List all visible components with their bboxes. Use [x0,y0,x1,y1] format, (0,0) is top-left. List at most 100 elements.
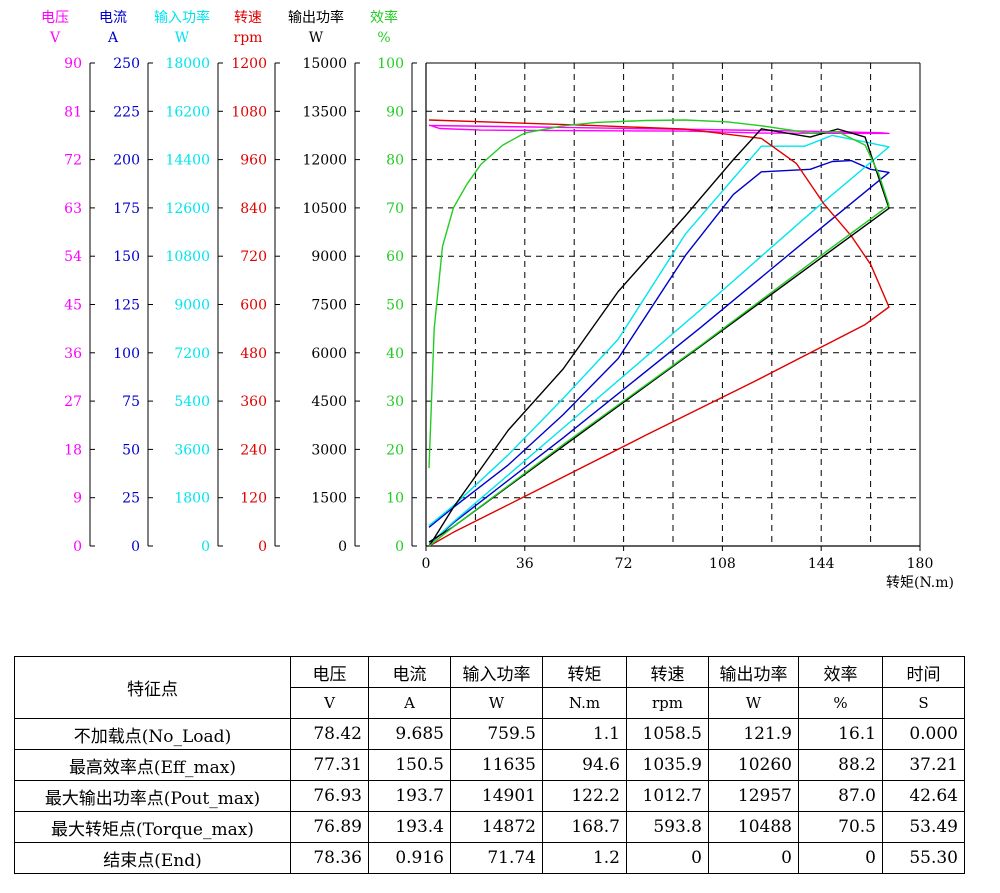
y-tick-label-current: 150 [113,249,140,265]
y-tick-label-input_power: 10800 [165,249,210,265]
table-cell: 87.0 [798,780,883,812]
y-tick-label-output_power: 6000 [311,346,347,362]
table-cell: 1058.5 [626,718,709,750]
table-cell: 0.916 [368,842,451,874]
y-tick-label-voltage: 63 [64,201,82,217]
table-cell: 55.30 [882,842,965,874]
table-cell: 10488 [708,811,799,843]
y-tick-label-output_power: 0 [338,539,347,555]
series-line-voltage [428,124,890,135]
x-tick-label: 144 [808,556,835,572]
y-tick-label-voltage: 90 [64,56,82,72]
y-tick-label-current: 75 [122,394,140,410]
axis-unit-voltage: V [49,30,61,46]
table-row: 最高效率点(Eff_max) 77.31 150.5 11635 94.6 1035.9 1… [14,749,965,781]
table-cell: 1.1 [542,718,627,750]
table-cell: 76.89 [290,811,369,843]
y-tick-label-voltage: 72 [64,153,82,169]
y-tick-label-output_power: 3000 [311,442,347,458]
y-tick-label-current: 225 [113,104,140,120]
table-cell: 94.6 [542,749,627,781]
table-cell: 193.7 [368,780,451,812]
y-tick-label-efficiency: 70 [386,201,404,217]
y-tick-label-output_power: 4500 [311,394,347,410]
table-cell: 42.64 [882,780,965,812]
table-cell: 16.1 [798,718,883,750]
y-tick-label-input_power: 7200 [174,346,210,362]
y-tick-label-efficiency: 100 [377,56,404,72]
table-cell: 122.2 [542,780,627,812]
column-unit: V [290,687,369,719]
y-tick-label-speed: 840 [240,201,267,217]
y-tick-label-output_power: 15000 [302,56,347,72]
axis-title-input_power: 输入功率 [154,9,210,26]
y-tick-label-output_power: 7500 [311,298,347,314]
table-cell: 0 [626,842,709,874]
table-cell: 76.93 [290,780,369,812]
y-tick-label-efficiency: 80 [386,153,404,169]
y-tick-label-speed: 360 [240,394,267,410]
x-tick-label: 0 [422,556,431,572]
table-cell: 593.8 [626,811,709,843]
table-cell: 1012.7 [626,780,709,812]
table-cell: 168.7 [542,811,627,843]
y-tick-label-output_power: 10500 [302,201,347,217]
table-cell: 14872 [450,811,543,843]
y-tick-label-input_power: 12600 [165,201,210,217]
table-cell: 759.5 [450,718,543,750]
axis-unit-efficiency: % [377,30,390,46]
y-tick-label-speed: 960 [240,153,267,169]
axis-unit-input_power: W [175,30,190,46]
table-cell: 12957 [708,780,799,812]
table-cell: 78.36 [290,842,369,874]
table-cell: 53.49 [882,811,965,843]
table-cell: 121.9 [708,718,799,750]
series-line-output_power [428,128,890,547]
column-unit: rpm [626,687,709,719]
table-row: 不加载点(No_Load) 78.42 9.685 759.5 1.1 1058.5 121… [14,718,965,750]
series-line-efficiency [428,119,890,547]
y-tick-label-input_power: 14400 [165,153,210,169]
y-tick-label-speed: 1200 [231,56,267,72]
axis-title-current: 电流 [99,10,127,26]
feature-table-wrap: 特征点 电压 电流 输入功率 转矩 转速 输出功率 效率 时间 V A W N.m rpm W% S 不加… [14,656,965,874]
axis-title-efficiency: 效率 [370,9,398,26]
y-tick-label-speed: 240 [240,442,267,458]
axis-headers: 电压 V 电流 A 输入功率 W 转速 rpm 输出功率 W 效率% [41,9,398,46]
y-tick-label-input_power: 1800 [174,491,210,507]
table-cell: 10260 [708,749,799,781]
table-cell: 1.2 [542,842,627,874]
series-line-current [428,159,890,545]
x-tick-label: 180 [907,556,934,572]
y-tick-label-current: 250 [113,56,140,72]
column-unit: A [368,687,451,719]
column-unit: S [882,687,965,719]
table-header-row: 特征点 电压 电流 输入功率 转矩 转速 输出功率 效率 时间 [14,656,965,719]
x-tick-label: 108 [709,556,736,572]
table-cell: 0 [708,842,799,874]
y-tick-label-efficiency: 90 [386,104,404,120]
row-label: 最大转矩点(Torque_max) [14,811,291,843]
table-cell: 1035.9 [626,749,709,781]
y-tick-label-input_power: 16200 [165,104,210,120]
axis-title-output_power: 输出功率 [288,9,344,26]
y-tick-label-speed: 600 [240,298,267,314]
column-unit: % [798,687,883,719]
column-unit: W [708,687,799,719]
table-cell: 11635 [450,749,543,781]
y-tick-label-speed: 1080 [231,104,267,120]
x-axis: 0 36 72 108 144 180 [422,546,934,572]
y-tick-label-current: 50 [122,442,140,458]
y-tick-label-input_power: 3600 [174,442,210,458]
y-tick-label-voltage: 27 [64,394,82,410]
y-tick-label-speed: 120 [240,491,267,507]
feature-points-table: 特征点 电压 电流 输入功率 转矩 转速 输出功率 效率 时间 V A W N.m rpm W% S 不加… [14,656,965,874]
y-tick-label-output_power: 9000 [311,249,347,265]
y-tick-label-efficiency: 40 [386,346,404,362]
table-row: 最大转矩点(Torque_max) 76.89 193.4 14872 168.7 593… [14,811,965,843]
y-tick-label-output_power: 12000 [302,153,347,169]
table-cell: 88.2 [798,749,883,781]
table-cell: 150.5 [368,749,451,781]
y-tick-label-input_power: 5400 [174,394,210,410]
column-header: 电流 [368,656,451,688]
